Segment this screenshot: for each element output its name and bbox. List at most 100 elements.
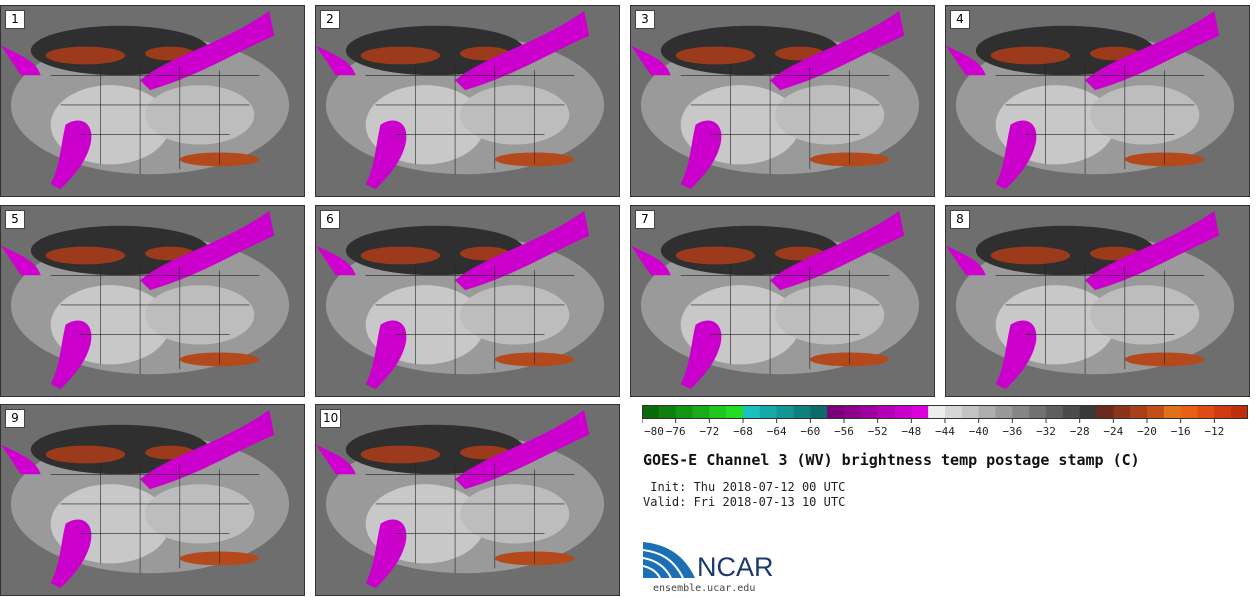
map-feature [140,10,275,91]
map-feature [45,246,126,265]
colorbar-tick-label: −48 [901,425,921,438]
map-feature [675,246,756,265]
panel-number: 2 [320,10,340,29]
colorbar-segment [961,405,980,419]
map-feature [316,245,356,276]
map-feature [140,210,275,291]
state-borders [680,65,890,175]
panel-number: 1 [5,10,25,29]
forecast-panel: 9 [0,404,305,596]
map-feature [140,409,275,490]
colorbar-border [642,405,1248,419]
panel-number: 6 [320,210,340,229]
map-feature [316,444,356,475]
state-borders [995,65,1205,175]
water-vapor-map [631,206,934,396]
colorbar: −80 −76 −72 −68 −64 −60 −56 −52 −48 −44 −40 −36 −32 −… [642,405,1248,438]
water-vapor-map [631,6,934,196]
map-feature [1,245,41,276]
colorbar-segment [726,405,744,419]
map-feature [680,120,722,190]
map-feature [455,210,590,291]
colorbar-tick-label: −80 [644,425,664,438]
page-title: GOES-E Channel 3 (WV) brightness temp po… [643,451,1140,469]
colorbar-tick-label: −36 [1002,425,1022,438]
ncar-logo-icon [643,542,695,579]
map-feature [775,85,885,145]
colorbar-segment [1231,405,1248,419]
map-feature [365,519,407,589]
map-feature [995,320,1037,390]
map-feature [460,85,570,145]
map-feature [946,45,986,76]
state-borders [680,265,890,375]
map-feature [145,285,255,345]
state-borders [50,65,260,175]
map-feature [631,45,671,76]
colorbar-tick-label: −24 [1103,425,1123,438]
colorbar-segment [1079,405,1097,419]
colorbar-segment [642,405,660,419]
colorbar-segment [810,405,828,419]
colorbar-tick-label: −60 [800,425,820,438]
map-feature [1,45,41,76]
colorbar-segment [827,405,845,419]
map-feature [455,10,590,91]
map-feature [631,245,671,276]
map-feature [680,320,722,390]
water-vapor-map [316,206,619,396]
colorbar-tick-label: −72 [699,425,719,438]
colorbar-segment [995,405,1013,419]
map-feature [460,484,570,544]
colorbar-tick-label: −20 [1137,425,1157,438]
website-url: ensemble.ucar.edu [653,583,756,594]
water-vapor-map [1,6,304,196]
water-vapor-map [946,206,1249,396]
map-feature [50,519,92,589]
map-feature [460,285,570,345]
map-feature [360,46,441,65]
forecast-panel: 10 [315,404,620,596]
colorbar-segment [1197,405,1215,419]
panel-number: 10 [320,409,342,428]
map-feature [316,45,356,76]
init-time: Init: Thu 2018-07-12 00 UTC [643,480,846,494]
colorbar-segment [1029,405,1047,419]
colorbar-segment [1147,405,1165,419]
map-feature [675,46,756,65]
colorbar-segment [759,405,778,419]
forecast-panel: 4 [945,5,1250,197]
colorbar-tick-label: −12 [1204,425,1224,438]
water-vapor-map [1,206,304,396]
map-feature [775,285,885,345]
colorbar-segment [1012,405,1030,419]
colorbar-segment [1062,405,1081,419]
colorbar-tick-label: −68 [733,425,753,438]
colorbar-tick-label: −64 [767,425,787,438]
map-feature [1090,85,1200,145]
colorbar-tick-label: −16 [1171,425,1191,438]
panel-number: 4 [950,10,970,29]
forecast-panel: 7 [630,205,935,397]
forecast-panel: 8 [945,205,1250,397]
colorbar-segment [894,405,912,419]
colorbar-segment [1214,405,1232,419]
panel-number: 7 [635,210,655,229]
colorbar-segment [945,405,963,419]
water-vapor-map [946,6,1249,196]
logo-wordmark: NCAR [697,552,774,582]
colorbar-segment [793,405,811,419]
forecast-panel: 5 [0,205,305,397]
state-borders [365,464,575,574]
colorbar-segment [1046,405,1064,419]
colorbar-segment [1096,405,1114,419]
state-borders [365,65,575,175]
map-feature [365,320,407,390]
map-feature [455,409,590,490]
water-vapor-map [1,405,304,595]
colorbar-segment [692,405,710,419]
map-feature [45,46,126,65]
colorbar-segment [877,405,895,419]
forecast-panel: 2 [315,5,620,197]
state-borders [365,265,575,375]
